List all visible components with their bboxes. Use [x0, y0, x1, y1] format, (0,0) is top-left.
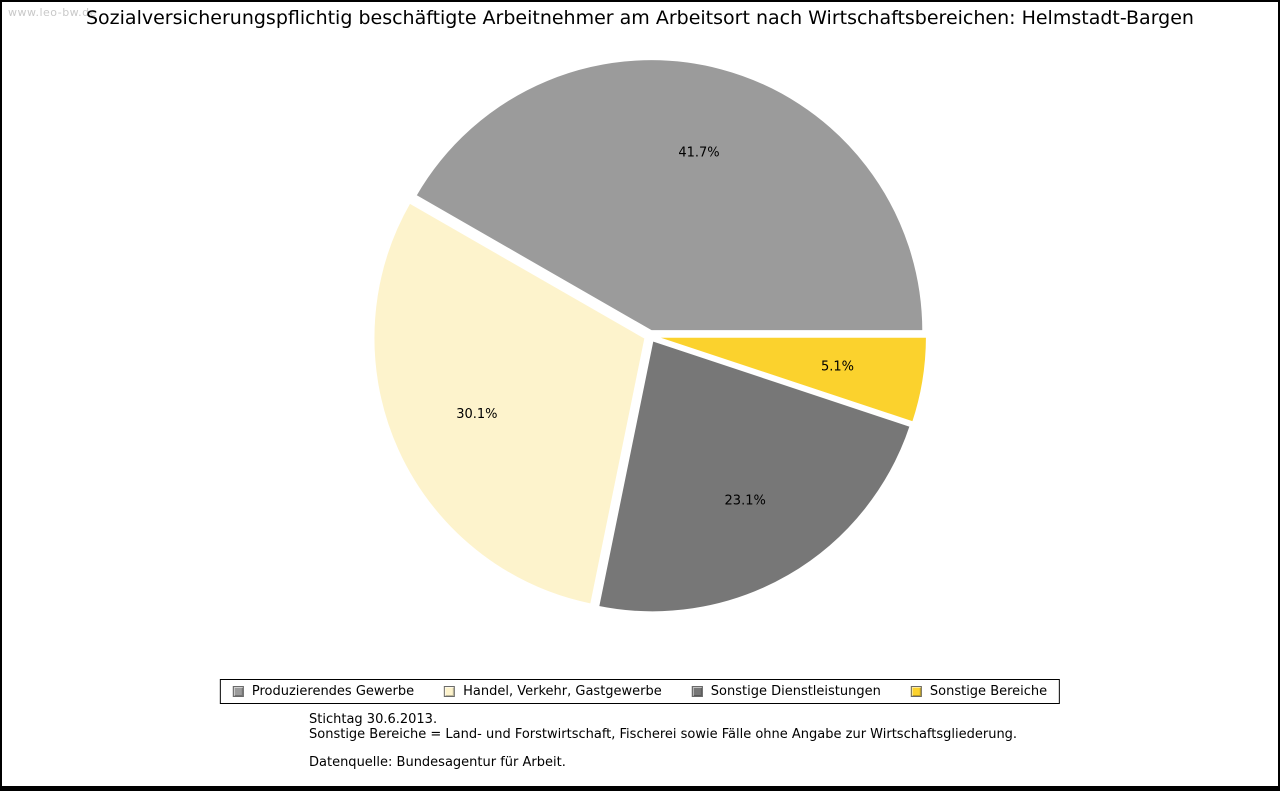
- pie-slice-1: [372, 201, 647, 606]
- legend: Produzierendes Gewerbe Handel, Verkehr, G…: [219, 679, 1061, 704]
- pie-slice-3: [654, 335, 928, 424]
- legend-item: Handel, Verkehr, Gastgewerbe: [444, 684, 662, 699]
- pie-slice-label-3: 5.1%: [821, 359, 854, 374]
- legend-item: Produzierendes Gewerbe: [232, 684, 415, 699]
- chart-title: Sozialversicherungspflichtig beschäftigt…: [86, 7, 1194, 29]
- legend-swatch: [910, 686, 922, 697]
- pie-slice-label-2: 23.1%: [725, 493, 766, 508]
- pie-slice-2: [597, 339, 912, 614]
- pie-chart: 41.7% 30.1% 23.1% 5.1%: [372, 58, 928, 614]
- watermark: www.leo-bw.de: [8, 6, 97, 19]
- pie-slice-label-1: 30.1%: [456, 407, 497, 422]
- footnote-spacer: [309, 743, 1017, 755]
- pie-slice-0: [414, 58, 925, 333]
- legend-swatch: [691, 686, 703, 697]
- legend-item: Sonstige Bereiche: [910, 684, 1048, 699]
- footnotes: Stichtag 30.6.2013. Sonstige Bereiche = …: [309, 712, 1017, 770]
- legend-label: Sonstige Bereiche: [929, 684, 1048, 699]
- legend-swatch: [232, 686, 244, 697]
- pie-slice-label-0: 41.7%: [678, 146, 719, 161]
- footnote-source: Datenquelle: Bundesagentur für Arbeit.: [309, 754, 566, 770]
- footnote-stichtag: Stichtag 30.6.2013.: [309, 712, 438, 727]
- legend-label: Handel, Verkehr, Gastgewerbe: [463, 684, 662, 699]
- footnote-definition: Sonstige Bereiche = Land- und Forstwirts…: [309, 727, 1018, 743]
- legend-label: Produzierendes Gewerbe: [251, 684, 415, 699]
- legend-label: Sonstige Dienstleistungen: [710, 684, 881, 699]
- legend-swatch: [444, 686, 456, 697]
- legend-item: Sonstige Dienstleistungen: [691, 684, 881, 699]
